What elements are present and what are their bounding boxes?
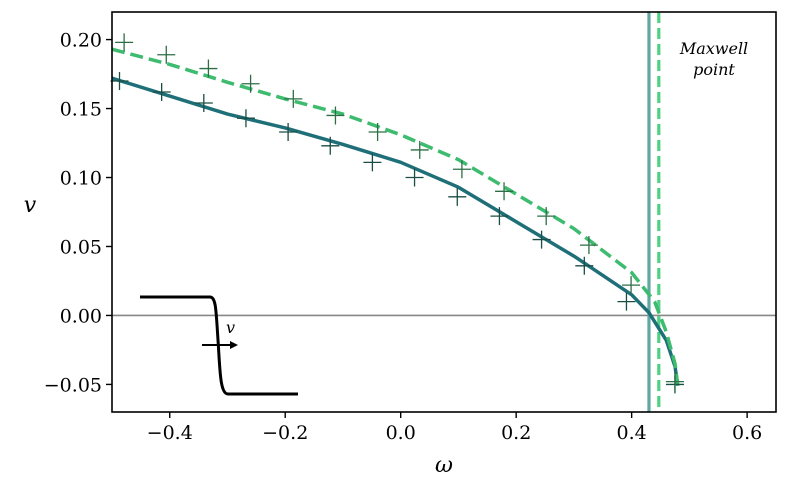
maxwell-lines: [647, 12, 661, 412]
marker-1-12: [622, 276, 641, 295]
x-tick-label-3: 0.2: [501, 422, 531, 444]
marker-1-8: [452, 160, 471, 179]
series-line-1: [111, 47, 680, 387]
marker-1-5: [326, 106, 345, 125]
y-tick-label-1: 0.00: [60, 305, 102, 327]
marker-1-10: [537, 207, 556, 226]
x-tick-label-2: 0.0: [386, 422, 416, 444]
marker-1-6: [368, 123, 387, 141]
series-line-0: [111, 76, 680, 387]
marker-1-1: [157, 45, 176, 64]
y-tick-label-0: −0.05: [44, 374, 102, 396]
annotation-maxwell: Maxwell: [679, 39, 748, 58]
marker-0-0: [110, 71, 129, 90]
markers-group: [110, 33, 684, 394]
marker-1-9: [495, 182, 514, 201]
x-tick-label-1: −0.2: [262, 422, 308, 444]
marker-0-2: [194, 94, 213, 113]
series-group: [111, 47, 680, 387]
annotation-point: point: [693, 60, 735, 79]
y-axis-label: v: [24, 193, 37, 218]
y-tick-label-4: 0.15: [60, 99, 102, 121]
marker-0-6: [363, 153, 382, 172]
marker-0-8: [448, 187, 467, 206]
marker-1-4: [284, 89, 303, 108]
marker-1-13: [665, 372, 684, 391]
marker-0-12: [617, 292, 636, 311]
axis-ticks: −0.4 −0.2 0.0 0.2 0.4 0.6 −0.05 0.00 0.05 0.10 0.1…: [44, 30, 762, 444]
marker-0-7: [405, 168, 424, 187]
marker-1-0: [115, 33, 134, 52]
plot-frame: [111, 11, 777, 413]
marker-0-5: [321, 136, 340, 155]
x-tick-label-0: −0.4: [147, 422, 193, 444]
y-tick-label-5: 0.20: [60, 30, 102, 52]
marker-1-7: [410, 140, 429, 159]
marker-0-4: [279, 123, 298, 141]
marker-0-9: [490, 207, 509, 226]
marker-1-11: [579, 236, 598, 255]
marker-1-3: [241, 74, 260, 93]
y-tick-label-3: 0.10: [60, 168, 102, 190]
marker-1-2: [199, 59, 218, 78]
front-inset: v: [140, 295, 298, 396]
velocity-arrowhead: [230, 341, 238, 349]
front-profile: [140, 295, 298, 396]
marker-0-10: [532, 230, 551, 249]
x-axis-label: ω: [435, 453, 453, 478]
marker-0-1: [152, 83, 171, 101]
inset-velocity-label: v: [226, 318, 235, 337]
x-tick-label-4: 0.4: [617, 422, 647, 444]
marker-0-11: [575, 256, 594, 275]
x-tick-label-5: 0.6: [732, 422, 762, 444]
y-tick-label-2: 0.05: [60, 236, 102, 258]
marker-0-3: [236, 109, 255, 128]
